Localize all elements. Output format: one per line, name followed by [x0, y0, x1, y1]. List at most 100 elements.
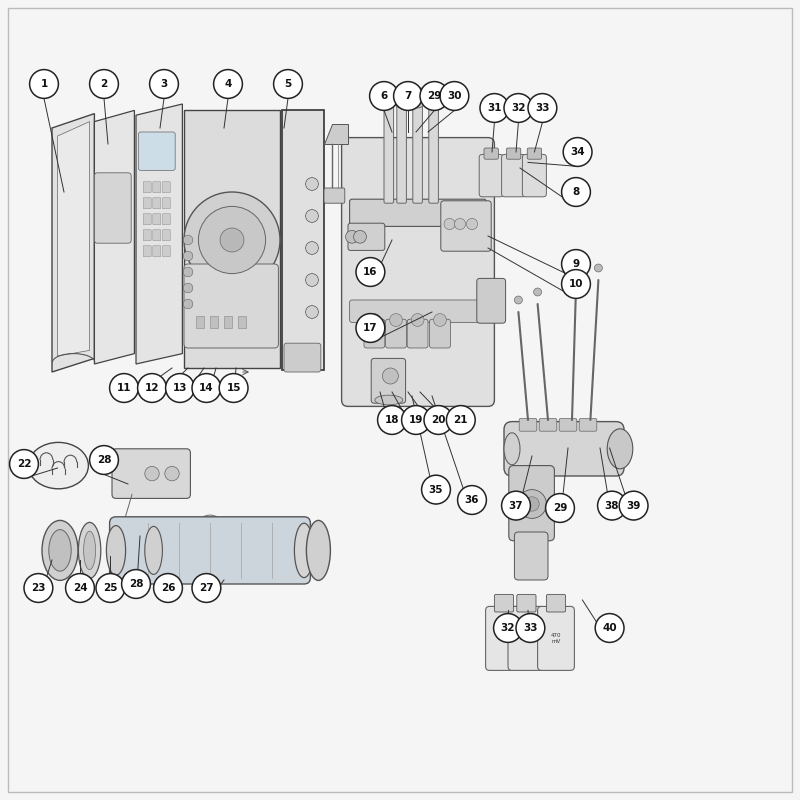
Circle shape: [562, 178, 590, 206]
FancyBboxPatch shape: [324, 188, 345, 203]
FancyBboxPatch shape: [441, 201, 491, 251]
Circle shape: [184, 192, 280, 288]
FancyBboxPatch shape: [153, 246, 161, 257]
Ellipse shape: [106, 526, 126, 575]
Text: 8: 8: [572, 187, 580, 197]
Text: 39: 39: [626, 501, 641, 510]
Circle shape: [594, 264, 602, 272]
Text: 21: 21: [454, 415, 468, 425]
Circle shape: [192, 374, 221, 402]
Circle shape: [595, 614, 624, 642]
Text: 9: 9: [573, 259, 579, 269]
Circle shape: [434, 314, 446, 326]
Text: 20: 20: [431, 415, 446, 425]
FancyBboxPatch shape: [386, 319, 406, 348]
FancyBboxPatch shape: [162, 214, 170, 225]
Text: 470
mV: 470 mV: [550, 633, 562, 644]
Circle shape: [183, 283, 193, 293]
FancyBboxPatch shape: [143, 246, 151, 257]
Text: 3: 3: [160, 79, 168, 89]
Circle shape: [145, 466, 159, 481]
Text: 18: 18: [385, 415, 399, 425]
Ellipse shape: [294, 523, 314, 578]
Circle shape: [534, 288, 542, 296]
Ellipse shape: [504, 433, 520, 465]
FancyBboxPatch shape: [162, 198, 170, 209]
Text: 40: 40: [602, 623, 617, 633]
FancyBboxPatch shape: [371, 358, 406, 403]
Text: 7: 7: [404, 91, 412, 101]
FancyBboxPatch shape: [162, 246, 170, 257]
Circle shape: [546, 494, 574, 522]
Text: 17: 17: [363, 323, 378, 333]
FancyBboxPatch shape: [514, 532, 548, 580]
Circle shape: [346, 230, 358, 243]
FancyBboxPatch shape: [196, 316, 204, 328]
Circle shape: [90, 446, 118, 474]
Circle shape: [562, 270, 590, 298]
Text: 29: 29: [553, 503, 567, 513]
Circle shape: [390, 314, 402, 326]
FancyBboxPatch shape: [350, 300, 486, 322]
Circle shape: [562, 250, 590, 278]
FancyBboxPatch shape: [162, 182, 170, 193]
FancyBboxPatch shape: [348, 223, 385, 250]
Text: 19: 19: [409, 415, 423, 425]
FancyBboxPatch shape: [477, 278, 506, 323]
Polygon shape: [324, 124, 348, 144]
Text: 6: 6: [380, 91, 388, 101]
Circle shape: [376, 362, 405, 390]
FancyBboxPatch shape: [484, 148, 498, 159]
Text: 32: 32: [501, 623, 515, 633]
FancyBboxPatch shape: [479, 154, 503, 197]
Circle shape: [420, 82, 449, 110]
Text: 35: 35: [429, 485, 443, 494]
Circle shape: [518, 490, 546, 518]
FancyBboxPatch shape: [210, 316, 218, 328]
Circle shape: [516, 614, 545, 642]
Circle shape: [502, 491, 530, 520]
Circle shape: [494, 614, 522, 642]
FancyBboxPatch shape: [522, 154, 546, 197]
Circle shape: [356, 314, 385, 342]
FancyBboxPatch shape: [153, 198, 161, 209]
Circle shape: [214, 70, 242, 98]
FancyBboxPatch shape: [502, 154, 526, 197]
Circle shape: [110, 374, 138, 402]
Ellipse shape: [42, 520, 78, 581]
Circle shape: [382, 368, 398, 384]
Ellipse shape: [29, 442, 89, 489]
Text: 24: 24: [73, 583, 87, 593]
Circle shape: [166, 374, 194, 402]
Ellipse shape: [84, 531, 96, 570]
Circle shape: [426, 92, 442, 108]
Polygon shape: [184, 110, 280, 368]
FancyBboxPatch shape: [539, 418, 557, 431]
Circle shape: [183, 251, 193, 261]
Circle shape: [410, 92, 426, 108]
Circle shape: [165, 466, 179, 481]
Ellipse shape: [607, 429, 633, 469]
FancyBboxPatch shape: [153, 230, 161, 241]
Text: 16: 16: [363, 267, 378, 277]
FancyBboxPatch shape: [429, 92, 438, 203]
Text: 30: 30: [447, 91, 462, 101]
Text: 22: 22: [17, 459, 31, 469]
Circle shape: [183, 267, 193, 277]
FancyBboxPatch shape: [184, 264, 278, 348]
FancyBboxPatch shape: [494, 594, 514, 612]
FancyBboxPatch shape: [486, 606, 522, 670]
Circle shape: [122, 570, 150, 598]
Circle shape: [402, 406, 430, 434]
FancyBboxPatch shape: [284, 343, 321, 372]
FancyBboxPatch shape: [342, 138, 494, 406]
Circle shape: [528, 94, 557, 122]
Text: 29: 29: [427, 91, 442, 101]
FancyBboxPatch shape: [384, 96, 394, 203]
Circle shape: [306, 178, 318, 190]
FancyBboxPatch shape: [8, 8, 792, 792]
Text: 27: 27: [199, 583, 214, 593]
Circle shape: [440, 82, 469, 110]
Circle shape: [192, 574, 221, 602]
Text: 5: 5: [284, 79, 292, 89]
